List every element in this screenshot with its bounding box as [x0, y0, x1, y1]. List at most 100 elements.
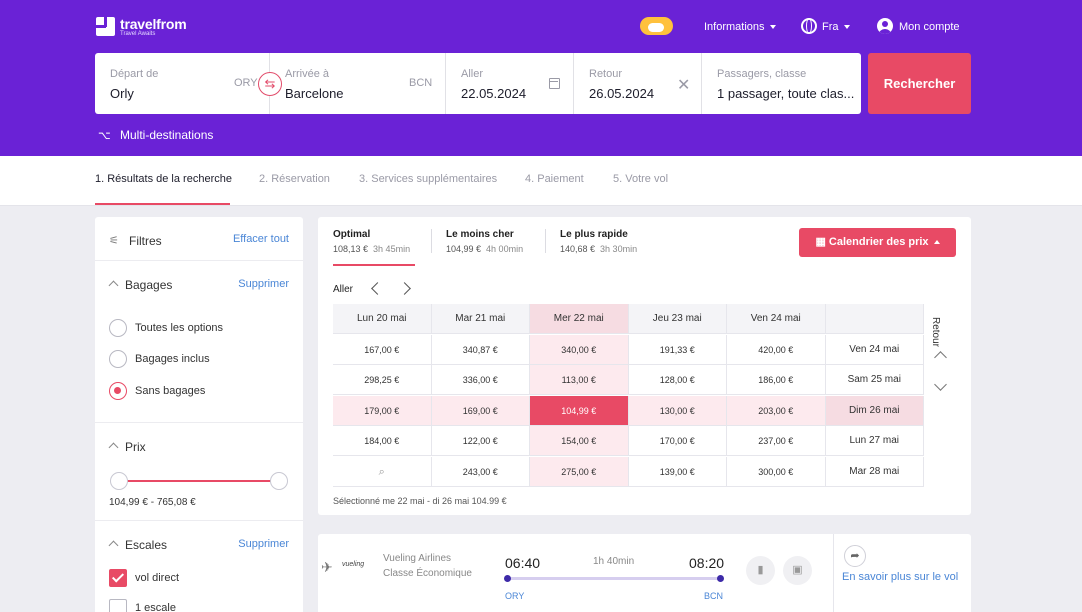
price-cell[interactable]: 340,87 € [431, 334, 530, 365]
price-cell[interactable]: 139,00 € [628, 457, 727, 487]
radio-no-baggage-label[interactable]: Sans bagages [135, 385, 206, 397]
radio-all-options-label[interactable]: Toutes les options [135, 322, 224, 334]
price-cell[interactable]: 186,00 € [727, 365, 826, 396]
step-payment[interactable]: 4. Paiement [525, 173, 584, 185]
price-cell[interactable]: 104,99 € [530, 395, 629, 426]
chevron-down-icon[interactable] [934, 378, 947, 391]
sort-tab-price: 108,13 € [333, 244, 369, 254]
chevron-up-icon[interactable] [108, 540, 119, 551]
price-cell[interactable]: 113,00 € [530, 365, 629, 396]
globe-icon[interactable] [801, 18, 817, 34]
chevron-down-icon [769, 25, 776, 30]
price-cell[interactable]: 275,00 € [530, 457, 629, 487]
price-title[interactable]: Prix [125, 440, 146, 454]
chevron-left-icon[interactable] [371, 282, 384, 295]
price-cell[interactable]: 300,00 € [727, 457, 826, 487]
informations-menu[interactable]: Informations [704, 21, 776, 33]
checkbox-direct-label[interactable]: vol direct [135, 572, 180, 584]
account-icon[interactable] [877, 18, 893, 34]
return-date-value[interactable]: 26.05.2024 [589, 86, 655, 101]
weather-toggle[interactable] [640, 17, 673, 35]
checkbox-one-stop[interactable] [109, 599, 127, 612]
chevron-up-icon[interactable] [108, 280, 119, 291]
price-cell[interactable]: 122,00 € [431, 426, 530, 457]
step-extras[interactable]: 3. Services supplémentaires [359, 173, 498, 185]
close-icon[interactable]: ✕ [677, 77, 691, 94]
swap-icon[interactable]: ⇆ [258, 72, 282, 96]
filter-sliders-icon: ⚟ [109, 235, 119, 247]
stops-title[interactable]: Escales [125, 538, 168, 552]
price-cell[interactable]: 340,00 € [530, 334, 629, 365]
sort-tab-title: Optimal [333, 229, 371, 240]
logo-icon[interactable] [96, 17, 115, 36]
radio-baggage-included-label[interactable]: Bagages inclus [135, 353, 210, 365]
price-cell[interactable]: 128,00 € [628, 365, 727, 396]
search-button[interactable]: Rechercher [868, 53, 971, 114]
return-date-field[interactable]: Retour 26.05.2024 [574, 53, 702, 114]
multi-destinations-link[interactable]: Multi-destinations [120, 128, 214, 142]
flight-destination-code: BCN [704, 591, 724, 601]
flight-details-link[interactable]: En savoir plus sur le vol [842, 571, 959, 583]
checkbox-one-stop-label[interactable]: 1 escale [135, 602, 176, 612]
price-cell[interactable]: 203,00 € [727, 395, 826, 426]
multi-destinations-icon[interactable]: ⌥ [98, 130, 111, 142]
sort-tab-subtitle: 108,13 € 3h 45min [333, 244, 410, 254]
price-cell[interactable]: 420,00 € [727, 334, 826, 365]
price-calendar-label: Calendrier des prix [828, 236, 929, 248]
price-cell[interactable]: 191,33 € [628, 334, 727, 365]
baggage-title[interactable]: Bagages [125, 278, 173, 292]
stops-remove-link[interactable]: Supprimer [238, 538, 289, 550]
radio-all-options[interactable] [109, 319, 127, 337]
logo-text[interactable]: travelfrom [120, 16, 187, 32]
chevron-right-icon[interactable] [398, 282, 411, 295]
origin-field[interactable]: Départ de Orly ORY [95, 53, 270, 114]
language-label: Fra [822, 21, 839, 33]
price-cell[interactable]: 154,00 € [530, 426, 629, 457]
price-cell[interactable]: 169,00 € [431, 395, 530, 426]
passengers-value[interactable]: 1 passager, toute clas... [717, 86, 855, 101]
origin-value[interactable]: Orly [110, 86, 134, 101]
chevron-down-icon [843, 25, 850, 30]
checkbox-direct[interactable] [109, 569, 127, 587]
baggage-section: Bagages Supprimer Toutes les options Bag… [95, 261, 303, 423]
price-cell[interactable]: 243,00 € [431, 457, 530, 487]
chevron-up-icon [933, 240, 940, 245]
passengers-field[interactable]: Passagers, classe 1 passager, toute clas… [702, 53, 861, 114]
departure-day-header: Lun 20 mai [333, 304, 432, 334]
clear-all-link[interactable]: Effacer tout [232, 233, 289, 245]
price-slider-min-handle[interactable] [110, 472, 128, 490]
depart-date-value[interactable]: 22.05.2024 [461, 86, 527, 101]
destination-value[interactable]: Barcelone [285, 86, 344, 101]
price-calendar-button[interactable]: ▦ Calendrier des prix [799, 228, 956, 257]
price-cell[interactable]: ⌕ [333, 457, 432, 487]
baggage-remove-link[interactable]: Supprimer [238, 278, 289, 290]
destination-field[interactable]: Arrivée à Barcelone BCN [270, 53, 446, 114]
calendar-icon[interactable] [549, 78, 560, 89]
share-icon[interactable]: ➦ [844, 545, 866, 567]
step-your-flight[interactable]: 5. Votre vol [613, 173, 669, 185]
price-cell[interactable]: 167,00 € [333, 334, 432, 365]
account-link[interactable]: Mon compte [899, 21, 960, 33]
radio-no-baggage[interactable] [109, 382, 127, 400]
step-results[interactable]: 1. Résultats de la recherche [95, 173, 232, 185]
step-reservation[interactable]: 2. Réservation [259, 173, 330, 185]
price-cell[interactable]: 336,00 € [431, 365, 530, 396]
price-cell[interactable]: 130,00 € [628, 395, 727, 426]
price-slider-max-handle[interactable] [270, 472, 288, 490]
price-slider-track[interactable] [119, 480, 279, 482]
airline-name: Vueling Airlines [383, 553, 452, 564]
radio-baggage-included[interactable] [109, 350, 127, 368]
price-cell[interactable]: 179,00 € [333, 395, 432, 426]
price-cell[interactable]: 298,25 € [333, 365, 432, 396]
price-cell[interactable]: 184,00 € [333, 426, 432, 457]
informations-label: Informations [704, 21, 765, 33]
active-step-indicator [95, 203, 230, 205]
price-cell[interactable]: 170,00 € [628, 426, 727, 457]
depart-date-field[interactable]: Aller 22.05.2024 [446, 53, 574, 114]
language-menu[interactable]: Fra [822, 21, 850, 33]
search-icon[interactable]: ⌕ [378, 466, 385, 478]
flight-result-card[interactable]: ✈ vueling Vueling Airlines Classe Économ… [318, 534, 971, 612]
chevron-up-icon[interactable] [934, 351, 947, 364]
chevron-up-icon[interactable] [108, 442, 119, 453]
price-cell[interactable]: 237,00 € [727, 426, 826, 457]
